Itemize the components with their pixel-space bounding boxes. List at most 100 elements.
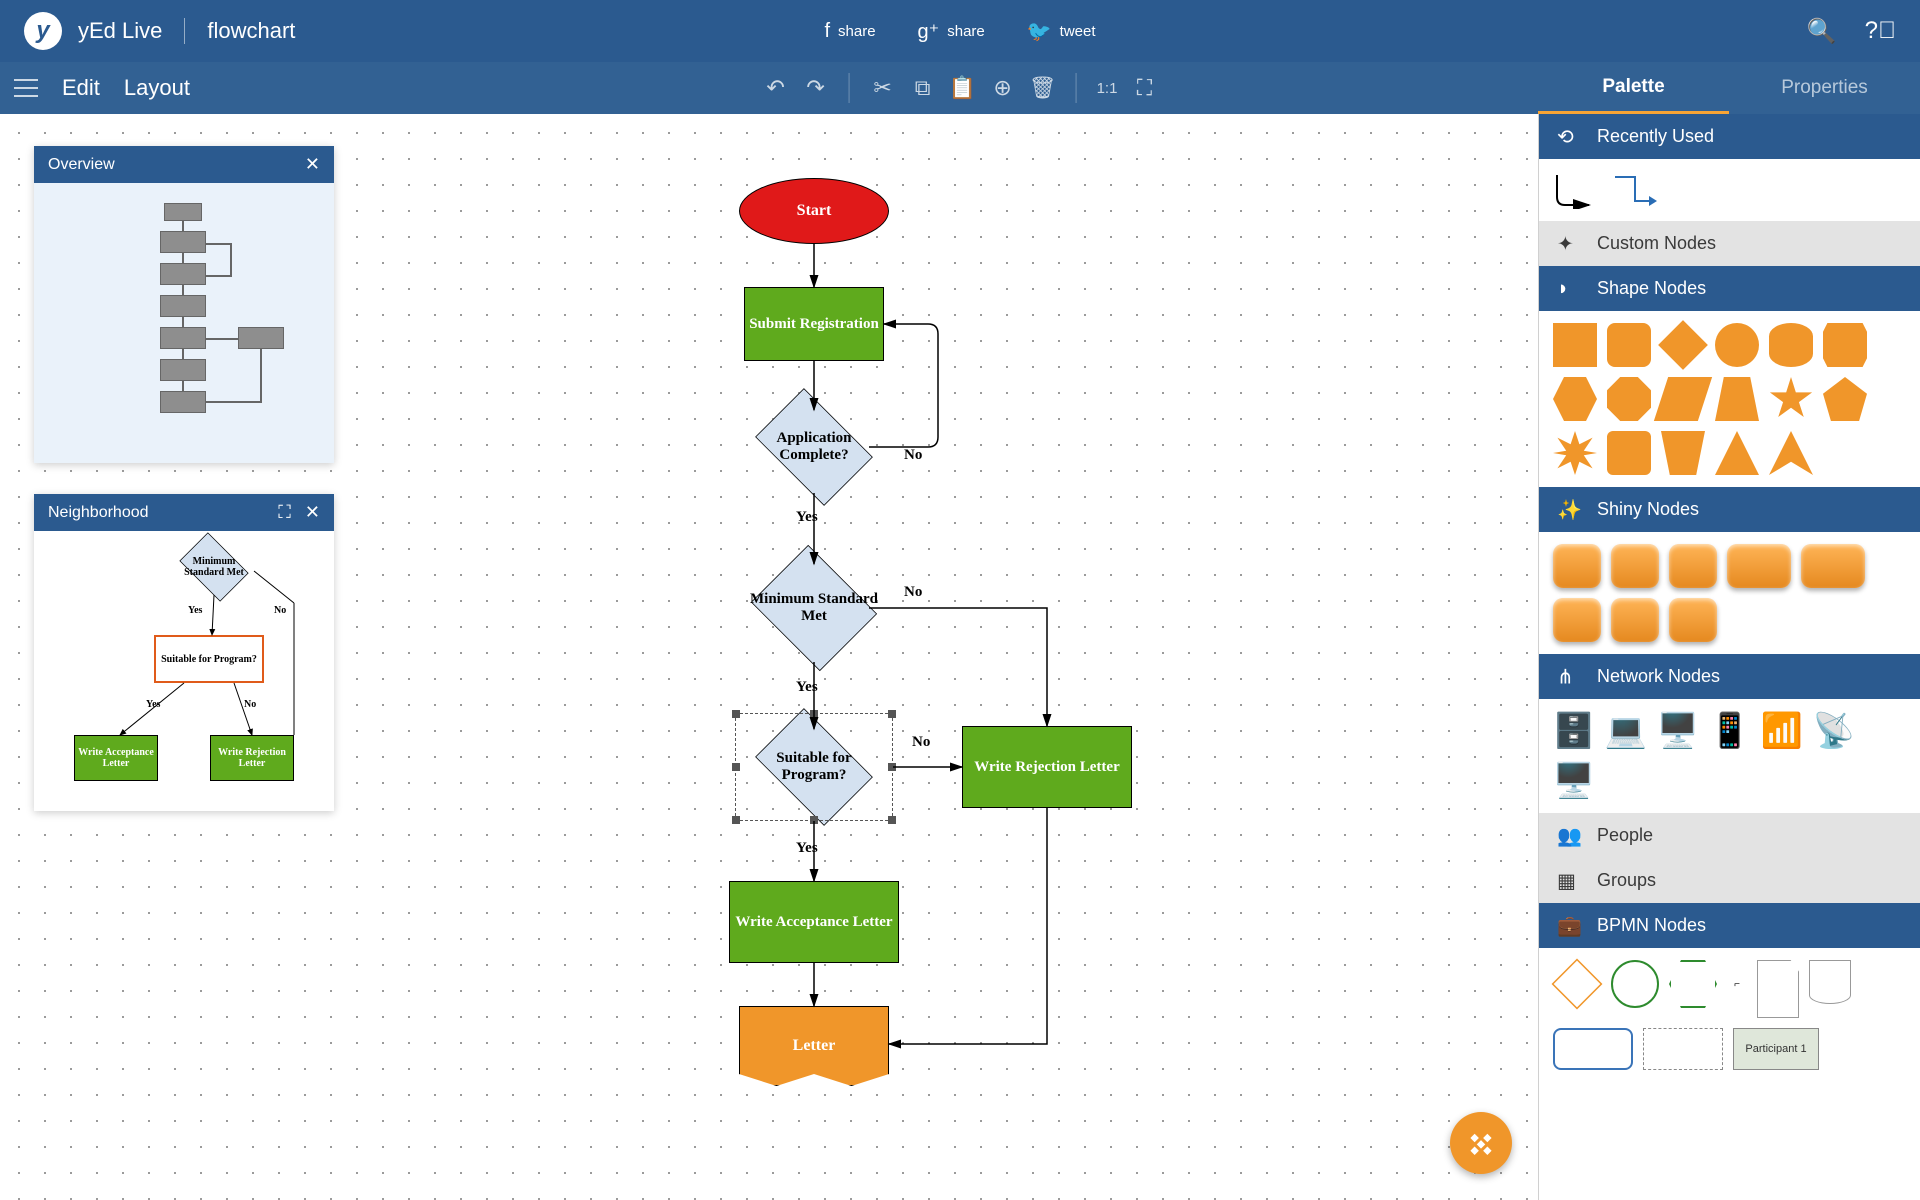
palette-section-network: ⋔Network Nodes 🗄️ 💻 🖥️ 📱 📶 📡 🖥️ <box>1539 654 1920 813</box>
palette-header-shapes[interactable]: ◗Shape Nodes <box>1539 266 1920 311</box>
overview-header[interactable]: Overview ✕ <box>34 146 334 183</box>
shape-rect-icon[interactable] <box>1553 323 1597 367</box>
share-googleplus-button[interactable]: g⁺share <box>918 19 985 44</box>
close-icon[interactable]: ✕ <box>305 502 320 523</box>
shiny-shape-icon[interactable] <box>1553 598 1601 642</box>
twitter-icon: 🐦 <box>1027 19 1052 44</box>
app-header: y yEd Live flowchart fshare g⁺share 🐦twe… <box>0 0 1920 62</box>
tab-palette[interactable]: Palette <box>1538 62 1729 114</box>
shape-roundrect-icon[interactable] <box>1607 323 1651 367</box>
bpmn-bracket-icon[interactable]: ⌐ <box>1727 960 1747 1008</box>
nb-node-suitable[interactable]: Suitable for Program? <box>154 635 264 683</box>
undo-icon[interactable]: ↶ <box>763 75 789 101</box>
palette-header-people[interactable]: 👥People <box>1539 813 1920 858</box>
fit-icon[interactable]: ⛶ <box>1131 75 1157 101</box>
server-icon[interactable]: 🖥️ <box>1657 711 1699 751</box>
redo-icon[interactable]: ↷ <box>803 75 829 101</box>
zoom-ratio-button[interactable]: 1:1 <box>1097 80 1118 97</box>
phone-icon[interactable]: 📱 <box>1709 711 1751 751</box>
shiny-shape-icon[interactable] <box>1611 544 1659 588</box>
palette-header-groups[interactable]: ▦Groups <box>1539 858 1920 903</box>
palette-header-recent[interactable]: ⟲Recently Used <box>1539 114 1920 159</box>
copy-icon[interactable]: ⧉ <box>910 75 936 101</box>
shape-triangle-icon[interactable] <box>1715 431 1759 475</box>
palette-header-network[interactable]: ⋔Network Nodes <box>1539 654 1920 699</box>
palette-header-custom[interactable]: ✦Custom Nodes <box>1539 221 1920 266</box>
edge-style-ortho-icon[interactable] <box>1611 171 1659 209</box>
shape-hexagon-icon[interactable] <box>1553 377 1597 421</box>
shape-diamond-icon[interactable] <box>1658 320 1708 370</box>
flow-node-reject[interactable]: Write Rejection Letter <box>962 726 1132 808</box>
bpmn-subprocess-icon[interactable] <box>1643 1028 1723 1070</box>
shape-fatrect-icon[interactable] <box>1607 431 1651 475</box>
flow-node-letter[interactable]: Letter <box>739 1006 889 1086</box>
shiny-shape-icon[interactable] <box>1611 598 1659 642</box>
laptop-icon[interactable]: 💻 <box>1605 711 1647 751</box>
palette-sidebar: ⟲Recently Used ✦Custom Nodes ◗Shape Node… <box>1538 114 1920 1200</box>
monitor-icon[interactable]: 🖥️ <box>1553 761 1595 801</box>
palette-header-bpmn[interactable]: 💼BPMN Nodes <box>1539 903 1920 948</box>
database-icon[interactable]: 🗄️ <box>1553 711 1595 751</box>
shape-parallelogram-icon[interactable] <box>1654 377 1712 421</box>
shape-star5-icon[interactable] <box>1769 377 1813 421</box>
palette-header-shiny[interactable]: ✨Shiny Nodes <box>1539 487 1920 532</box>
palette-body-recent <box>1539 159 1920 221</box>
shiny-shape-icon[interactable] <box>1669 544 1717 588</box>
flow-node-accept[interactable]: Write Acceptance Letter <box>729 881 899 963</box>
flow-node-submit[interactable]: Submit Registration <box>744 287 884 361</box>
shape-cutrect-icon[interactable] <box>1823 323 1867 367</box>
shiny-shape-icon[interactable] <box>1669 598 1717 642</box>
menu-icon[interactable] <box>14 79 38 97</box>
cut-icon[interactable]: ✂ <box>870 75 896 101</box>
bpmn-datastore-icon[interactable] <box>1809 960 1851 1004</box>
bpmn-document-icon[interactable] <box>1757 960 1799 1018</box>
nb-node-accept[interactable]: Write Acceptance Letter <box>74 735 158 781</box>
bpmn-gateway-icon[interactable] <box>1552 959 1603 1010</box>
shape-octagon-icon[interactable] <box>1607 377 1651 421</box>
canvas[interactable]: Overview ✕ <box>0 114 1538 1200</box>
share-twitter-button[interactable]: 🐦tweet <box>1027 19 1096 44</box>
neighborhood-title: Neighborhood <box>48 504 149 522</box>
search-icon[interactable]: 🔍 <box>1807 17 1837 46</box>
share-facebook-button[interactable]: fshare <box>824 19 875 44</box>
neighborhood-body[interactable]: Minimum Standard Met Suitable for Progra… <box>34 531 334 811</box>
shape-chevron-icon[interactable] <box>1769 431 1813 475</box>
shape-circle-icon[interactable] <box>1715 323 1759 367</box>
document-name[interactable]: flowchart <box>184 18 295 44</box>
fab-button[interactable] <box>1450 1112 1512 1174</box>
nb-node-minstd[interactable]: Minimum Standard Met <box>174 539 254 595</box>
shiny-shape-icon[interactable] <box>1801 544 1865 588</box>
shape-trapezoid2-icon[interactable] <box>1661 431 1705 475</box>
flow-node-minstd[interactable]: Minimum Standard Met <box>749 554 879 662</box>
separator <box>1076 73 1077 103</box>
shiny-shape-icon[interactable] <box>1727 544 1791 588</box>
neighborhood-header[interactable]: Neighborhood ⛶ ✕ <box>34 494 334 531</box>
bpmn-participant-icon[interactable]: Participant 1 <box>1733 1028 1819 1070</box>
nb-node-reject[interactable]: Write Rejection Letter <box>210 735 294 781</box>
close-icon[interactable]: ✕ <box>305 154 320 175</box>
nb-edge-label: Yes <box>188 605 202 616</box>
help-icon[interactable]: ?⃝ <box>1865 17 1896 46</box>
shiny-shape-icon[interactable] <box>1553 544 1601 588</box>
wifi-icon[interactable]: 📡 <box>1813 711 1855 751</box>
paste-icon[interactable]: 📋 <box>950 75 976 101</box>
tab-properties[interactable]: Properties <box>1729 62 1920 114</box>
delete-icon[interactable]: 🗑 <box>1030 75 1056 101</box>
flow-node-start[interactable]: Start <box>739 178 889 244</box>
shape-ellipse-icon[interactable] <box>1769 323 1813 367</box>
router-icon[interactable]: 📶 <box>1761 711 1803 751</box>
bpmn-hex-icon[interactable] <box>1669 960 1717 1008</box>
layout-menu[interactable]: Layout <box>124 75 190 101</box>
edge-style-curve-icon[interactable] <box>1553 171 1601 209</box>
duplicate-icon[interactable]: ⊕ <box>990 75 1016 101</box>
overview-body[interactable] <box>34 183 334 463</box>
flow-node-complete[interactable]: Application Complete? <box>749 401 879 493</box>
shape-trapezoid-icon[interactable] <box>1715 377 1759 421</box>
googleplus-icon: g⁺ <box>918 19 940 44</box>
shape-star8-icon[interactable] <box>1553 431 1597 475</box>
shape-pentagon-icon[interactable] <box>1823 377 1867 421</box>
bpmn-event-icon[interactable] <box>1611 960 1659 1008</box>
expand-icon[interactable]: ⛶ <box>278 502 291 523</box>
edit-menu[interactable]: Edit <box>62 75 100 101</box>
bpmn-task-icon[interactable] <box>1553 1028 1633 1070</box>
